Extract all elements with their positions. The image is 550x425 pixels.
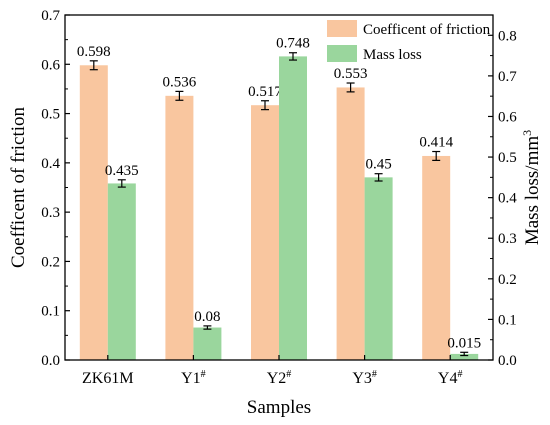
legend-label: Mass loss <box>363 47 422 63</box>
y-right-tick-label: 0.3 <box>498 231 517 247</box>
bar-friction <box>422 155 451 360</box>
x-axis-title: Samples <box>247 397 311 418</box>
y-left-tick-label: 0.6 <box>41 57 60 73</box>
legend-swatch <box>327 45 357 62</box>
y-left-tick-label: 0.0 <box>41 353 60 369</box>
bar-mass-loss <box>193 327 222 360</box>
data-label: 0.435 <box>105 163 139 179</box>
bar-mass-loss <box>279 56 307 361</box>
y-right-tick-label: 0.5 <box>498 150 517 166</box>
y-right-tick-label: 0.0 <box>498 353 517 369</box>
y-left-tick-label: 0.3 <box>41 205 60 221</box>
y-left-tick-label: 0.7 <box>41 8 60 24</box>
data-label: 0.536 <box>163 74 197 90</box>
y-right-axis-title: Mass loss/mm3 <box>520 130 543 245</box>
x-tick-label: Y3# <box>352 369 377 387</box>
y-left-tick-label: 0.5 <box>41 107 60 123</box>
y-right-tick-label: 0.2 <box>498 272 517 288</box>
x-tick-label: Y1# <box>181 369 206 387</box>
data-label: 0.553 <box>334 66 368 82</box>
bar-mass-loss <box>107 183 136 360</box>
y-right-tick-label: 0.1 <box>498 312 517 328</box>
y-left-tick-label: 0.4 <box>41 156 60 172</box>
data-label: 0.598 <box>77 44 111 60</box>
x-tick-label: Y4# <box>438 369 463 387</box>
x-tick-label: ZK61M <box>82 370 134 387</box>
y-right-tick-label: 0.4 <box>498 191 517 207</box>
bar-friction <box>251 105 279 360</box>
legend-swatch <box>327 20 357 37</box>
data-label: 0.414 <box>419 135 453 151</box>
bar-friction <box>79 65 108 361</box>
bar-mass-loss <box>364 177 393 360</box>
y-right-tick-label: 0.8 <box>498 28 517 44</box>
y-left-tick-label: 0.2 <box>41 254 60 270</box>
bar-friction <box>165 95 194 360</box>
y-left-tick-label: 0.1 <box>41 304 60 320</box>
x-tick-label: Y2# <box>267 369 292 387</box>
plot-layer: 0.598 0.536 0.517 0.553 0.414 0.435 0.08 0.748 0… <box>8 8 543 418</box>
y-left-axis-title: Coefficent of friction <box>8 106 29 268</box>
data-label: 0.45 <box>365 157 391 173</box>
legend-label: Coefficent of friction <box>363 22 491 38</box>
bar-mass-loss <box>450 353 479 360</box>
data-label: 0.015 <box>447 335 481 351</box>
y-right-tick-label: 0.7 <box>498 69 517 85</box>
bar-friction <box>336 87 365 360</box>
data-label: 0.08 <box>194 309 220 325</box>
y-right-tick-label: 0.6 <box>498 109 517 125</box>
data-label: 0.748 <box>276 36 310 52</box>
data-label: 0.517 <box>248 84 282 100</box>
